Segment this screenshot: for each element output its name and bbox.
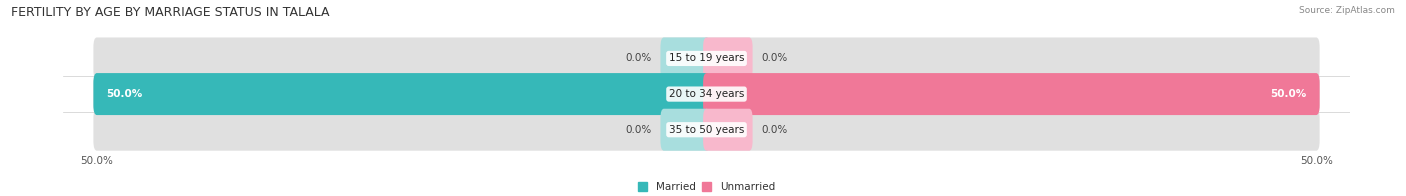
Text: 15 to 19 years: 15 to 19 years — [669, 54, 744, 64]
FancyBboxPatch shape — [703, 109, 752, 151]
Text: 0.0%: 0.0% — [762, 125, 787, 135]
Text: FERTILITY BY AGE BY MARRIAGE STATUS IN TALALA: FERTILITY BY AGE BY MARRIAGE STATUS IN T… — [11, 6, 330, 19]
FancyBboxPatch shape — [93, 73, 710, 115]
FancyBboxPatch shape — [661, 37, 710, 79]
FancyBboxPatch shape — [703, 37, 1320, 79]
Text: 0.0%: 0.0% — [626, 54, 651, 64]
Legend: Married, Unmarried: Married, Unmarried — [638, 182, 775, 192]
Text: 35 to 50 years: 35 to 50 years — [669, 125, 744, 135]
FancyBboxPatch shape — [703, 73, 1320, 115]
FancyBboxPatch shape — [703, 37, 752, 79]
FancyBboxPatch shape — [703, 109, 1320, 151]
FancyBboxPatch shape — [93, 37, 710, 79]
Text: 0.0%: 0.0% — [762, 54, 787, 64]
Text: 50.0%: 50.0% — [107, 89, 143, 99]
FancyBboxPatch shape — [703, 73, 1320, 115]
Text: 50.0%: 50.0% — [1270, 89, 1306, 99]
Text: 0.0%: 0.0% — [626, 125, 651, 135]
FancyBboxPatch shape — [661, 109, 710, 151]
Text: Source: ZipAtlas.com: Source: ZipAtlas.com — [1299, 6, 1395, 15]
Text: 20 to 34 years: 20 to 34 years — [669, 89, 744, 99]
FancyBboxPatch shape — [93, 73, 710, 115]
FancyBboxPatch shape — [93, 109, 710, 151]
